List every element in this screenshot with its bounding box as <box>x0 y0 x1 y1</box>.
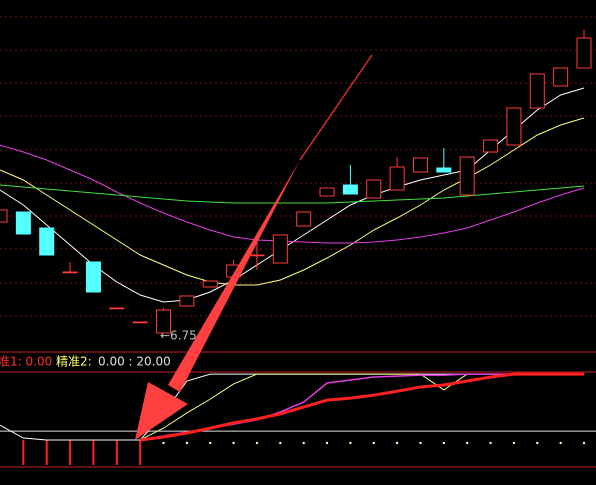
candle-body <box>342 184 358 195</box>
indicator-label: 准1: 0.00 <box>0 355 52 369</box>
indicator-label: 精准2: <box>56 355 92 369</box>
candle-body <box>319 187 335 197</box>
candle-body <box>412 157 428 173</box>
signal-dot <box>372 441 375 445</box>
candle-body <box>436 167 452 173</box>
signal-bar <box>45 439 48 466</box>
signal-dot <box>349 441 352 445</box>
candle-body <box>0 209 8 223</box>
candle-body <box>132 321 148 324</box>
signal-dot <box>302 441 305 445</box>
signal-bar <box>22 439 25 466</box>
moving-average <box>0 144 585 244</box>
candle-body <box>249 254 265 257</box>
candle-body <box>202 280 218 288</box>
signal-bar <box>139 439 142 466</box>
candle-body <box>179 295 195 307</box>
candle-body <box>389 166 405 191</box>
signal-dot <box>209 441 212 445</box>
signal-dot <box>442 441 446 445</box>
signal-dot <box>536 441 539 445</box>
signal-bar <box>115 439 118 466</box>
signal-dot <box>466 441 469 445</box>
candle-body <box>553 67 569 87</box>
price-panel <box>0 30 592 334</box>
signal-bar <box>92 439 95 466</box>
candle-body <box>459 156 475 196</box>
signal-dot <box>279 441 282 445</box>
indicator-line <box>139 372 584 442</box>
candle-body <box>483 139 499 153</box>
candle-body <box>529 73 545 109</box>
moving-average <box>0 184 585 204</box>
candle-body <box>156 309 172 334</box>
candle-body <box>62 271 78 274</box>
indicator-panel <box>0 372 596 466</box>
signal-dot <box>582 441 586 445</box>
signal-dot <box>512 441 516 445</box>
signal-dot <box>255 441 259 445</box>
signal-dot <box>419 441 422 445</box>
signal-dot <box>489 441 492 445</box>
signal-dot <box>395 441 399 445</box>
moving-average <box>0 117 585 286</box>
signal-dot <box>162 441 165 445</box>
low-annotation: ←6.75 <box>160 329 197 343</box>
signal-dot <box>325 441 329 445</box>
signal-dot <box>559 441 562 445</box>
candle-body <box>109 307 125 310</box>
signal-dot <box>185 441 189 445</box>
signal-dot <box>232 441 235 445</box>
indicator-value: 0.00 : 20.00 <box>98 355 171 369</box>
candle-body <box>506 107 522 146</box>
signal-bar <box>69 439 72 466</box>
candle-body <box>39 227 55 256</box>
candle-body <box>85 261 101 293</box>
arrow <box>135 54 373 440</box>
candle-body <box>15 211 31 235</box>
candle-body <box>576 37 592 69</box>
candle-body <box>296 211 312 227</box>
candle-body <box>272 234 288 264</box>
candle-body <box>366 179 382 199</box>
